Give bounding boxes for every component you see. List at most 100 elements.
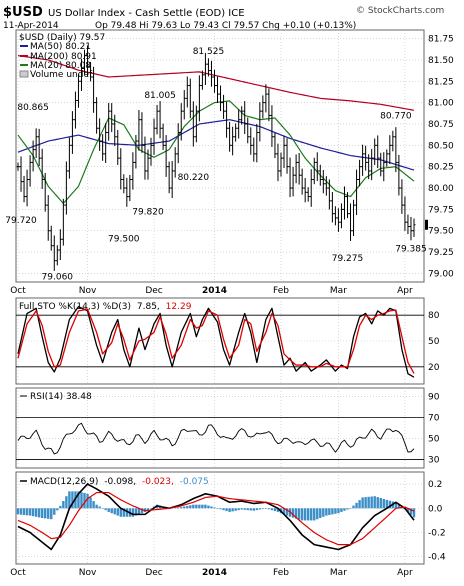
symbol-title: $USD [3,5,43,20]
macd-histogram-bar [113,508,116,515]
macd-histogram-bar [53,508,56,515]
price-annotation: 79.060 [42,272,74,282]
macd-histogram-bar [364,497,367,509]
macd-histogram-bar [343,508,346,511]
macd-histogram-bar [186,505,189,509]
macd-histogram-bar [406,508,410,513]
x-axis-label: 2014 [202,286,227,296]
macd-histogram-bar [195,504,198,509]
stochastic-y-tick-label: 50 [428,337,440,347]
price-y-tick-label: 81.25 [428,77,454,87]
macd-histogram-bar [125,508,129,517]
macd-histogram-bar [346,508,349,510]
rsi-y-tick-label: 50 [428,435,440,445]
macd-histogram-bar [316,508,319,520]
macd-histogram-bar [80,492,83,509]
price-y-tick-label: 81.75 [428,35,454,45]
price-y-tick-label: 79.75 [428,205,454,215]
macd-histogram-bar [173,507,177,509]
label-layer: 79.00 79.25 79.50 79.75 80.00 80.25 80.50 80.75… [5,35,454,578]
price-annotation: 79.500 [108,235,140,245]
macd-histogram-bar [134,508,138,516]
macd-histogram-bar [56,508,59,511]
price-annotation: 79.720 [5,216,37,226]
sto-d-line [17,308,415,374]
price-y-tick-label: 80.75 [428,120,454,130]
macd-histogram-bar [310,508,313,521]
price-y-tick-label: 81.00 [428,99,454,109]
macd-histogram-bar [198,504,201,509]
macd-histogram-bar [231,508,234,512]
macd-histogram-bar [44,508,47,519]
macd-histogram-bar [255,508,259,511]
rsi-title: RSI(14) 38.48 [30,392,92,402]
macd-histogram-bar [101,508,104,509]
price-y-tick-label: 79.00 [428,269,454,279]
macd-histogram-bar [119,508,122,517]
macd-histogram-bar [273,508,277,512]
price-annotation: 80.865 [17,103,49,113]
macd-histogram-bar [249,508,252,511]
macd-histogram-bar [379,498,382,509]
macd-histogram-bar [385,499,388,509]
macd-y-tick-label: 0.0 [428,504,443,514]
legend-ma200: MA(200) 80.91 [30,52,97,62]
macd-histogram-bar [28,508,32,516]
macd-histogram-bar [207,505,210,509]
price-annotation: 81.525 [193,47,225,57]
x-axis-label: Oct [10,286,26,296]
macd-histogram-bar [189,505,192,509]
macd-histogram-bar [237,508,240,511]
rsi-y-tick-label: 90 [428,392,440,402]
macd-histogram-bar [68,491,71,509]
price-y-tick-label: 80.25 [428,163,454,173]
x-axis-label: Nov [79,568,97,578]
macd-histogram-bar [146,508,150,511]
macd-histogram-bar [349,508,352,509]
macd-histogram-bar [89,497,92,509]
legend-ma20: MA(20) 80.08 [30,61,91,71]
macd-histogram-bar [270,508,274,511]
macd-histogram-bar [31,508,35,517]
macd-histogram-bar [370,496,373,509]
macd-histogram-bar [331,508,334,515]
last-price-marker [425,219,428,230]
macd-histogram-bar [116,508,119,516]
macd-histogram-bar [183,506,186,509]
legend-ma50: MA(50) 80.21 [30,42,91,52]
macd-histogram-bar [95,504,98,509]
sto-title-k: 7.85, [137,302,160,312]
legend-volume-swatch [19,70,29,78]
macd-histogram-bar [367,496,370,509]
x-axis-label: Feb [273,286,289,296]
macd-histogram-bar [131,508,135,517]
macd-title-macd: -0.098, [104,477,136,487]
macd-histogram-bar [180,507,183,509]
macd-histogram-bar [373,496,376,509]
macd-histogram-bar [358,500,361,509]
macd-histogram-bar [22,508,26,515]
macd-histogram-bar [340,508,343,512]
macd-histogram-bar [412,508,416,518]
x-axis-label: Dec [145,286,162,296]
price-y-tick-label: 79.50 [428,227,454,237]
x-axis-label: Mar [330,568,347,578]
macd-histogram-bar [267,508,271,510]
price-y-tick-label: 80.00 [428,184,454,194]
macd-histogram-bar [264,508,268,509]
macd-histogram-bar [394,502,398,509]
macd-histogram-bar [388,500,392,509]
macd-histogram-bar [149,508,153,509]
macd-histogram-bar [122,508,126,517]
sto-title-d: 12.29 [166,302,192,312]
macd-histogram-bar [303,508,307,521]
macd-histogram-bar [140,508,144,514]
macd-histogram-bar [282,508,286,515]
ma200-line [17,55,415,111]
price-annotation: 80.220 [178,173,210,183]
rsi-panel-frame [15,387,425,469]
rsi-y-tick-label: 70 [428,413,440,423]
legend-volume: Volume undef [30,70,93,80]
x-axis-label: 2014 [202,568,227,578]
macd-histogram-bar [319,508,322,518]
